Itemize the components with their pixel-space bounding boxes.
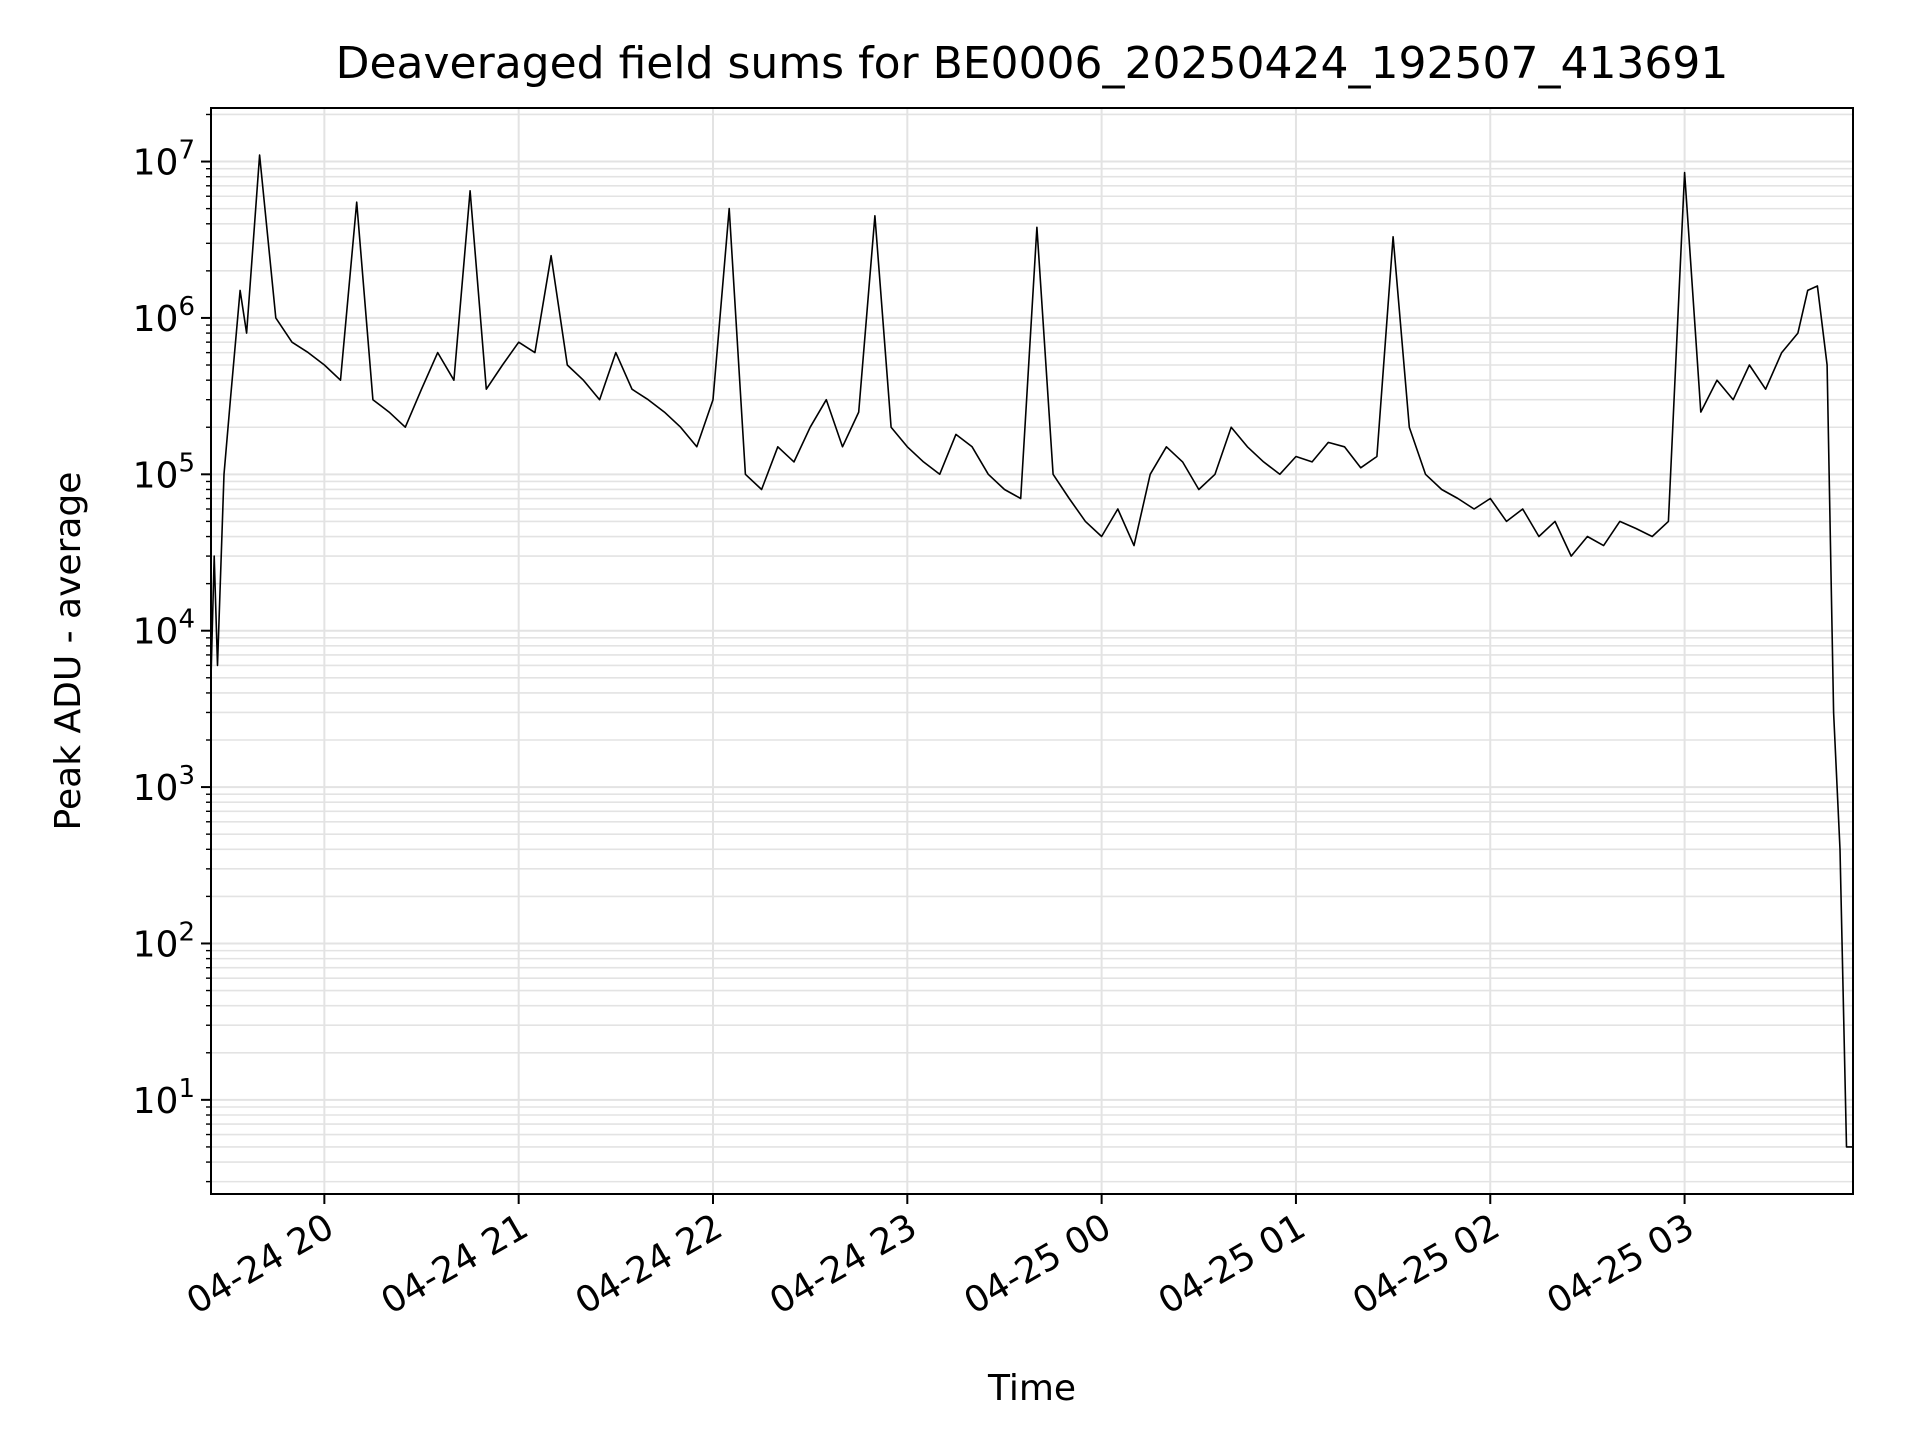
x-tick-label: 04-25 02 — [1346, 1206, 1507, 1322]
x-tick-label: 04-24 20 — [180, 1206, 341, 1322]
tick-layer: 101 102 103 104 105 106 107 04-24 20 04-24 21 04-… — [133, 113, 1701, 1323]
y-axis-label: Peak ADU - average — [48, 472, 89, 831]
grid-layer — [211, 108, 1853, 1194]
x-tick-label: 04-25 03 — [1540, 1206, 1701, 1322]
y-tick-label: 105 — [133, 448, 195, 496]
y-tick-label: 107 — [133, 136, 195, 184]
x-tick-label: 04-24 23 — [763, 1206, 924, 1322]
x-tick-label: 04-25 00 — [957, 1206, 1118, 1322]
y-tick-label: 104 — [133, 605, 195, 653]
y-tick-label: 101 — [133, 1074, 195, 1122]
x-axis-label: Time — [987, 1368, 1076, 1409]
chart-title: Deaveraged field sums for BE0006_2025042… — [336, 38, 1729, 89]
y-tick-label: 106 — [133, 292, 195, 340]
x-tick-label: 04-25 01 — [1152, 1206, 1313, 1322]
y-tick-label: 102 — [133, 917, 195, 965]
y-tick-label: 103 — [133, 761, 195, 809]
series-layer — [210, 154, 1853, 1148]
x-tick-label: 04-24 21 — [374, 1206, 535, 1322]
x-tick-label: 04-24 22 — [569, 1206, 730, 1322]
series-line — [210, 154, 1853, 1148]
